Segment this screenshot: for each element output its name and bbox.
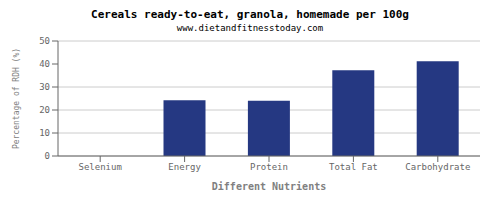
html-text:www.dietandfitnesstoday.com: www.dietandfitnesstoday.com: [176, 23, 324, 33]
svg-text:0: 0: [45, 151, 50, 161]
svg-text:Energy: Energy: [168, 162, 201, 172]
svg-text:20: 20: [39, 105, 50, 115]
svg-text:50: 50: [39, 36, 50, 46]
svg-text:30: 30: [39, 82, 50, 92]
svg-text:40: 40: [39, 59, 50, 69]
svg-text:Total Fat: Total Fat: [329, 162, 378, 172]
svg-text:Selenium: Selenium: [79, 162, 122, 172]
svg-text:Percentage of RDH (%): Percentage of RDH (%): [12, 48, 21, 149]
svg-text:10: 10: [39, 128, 50, 138]
html-text:Cereals ready-to-eat, granola,: Cereals ready-to-eat, granola, homemade …: [91, 8, 409, 21]
svg-text:Different Nutrients: Different Nutrients: [212, 181, 326, 192]
svg-text:Protein: Protein: [250, 162, 288, 172]
svg-text:Carbohydrate: Carbohydrate: [405, 162, 470, 172]
